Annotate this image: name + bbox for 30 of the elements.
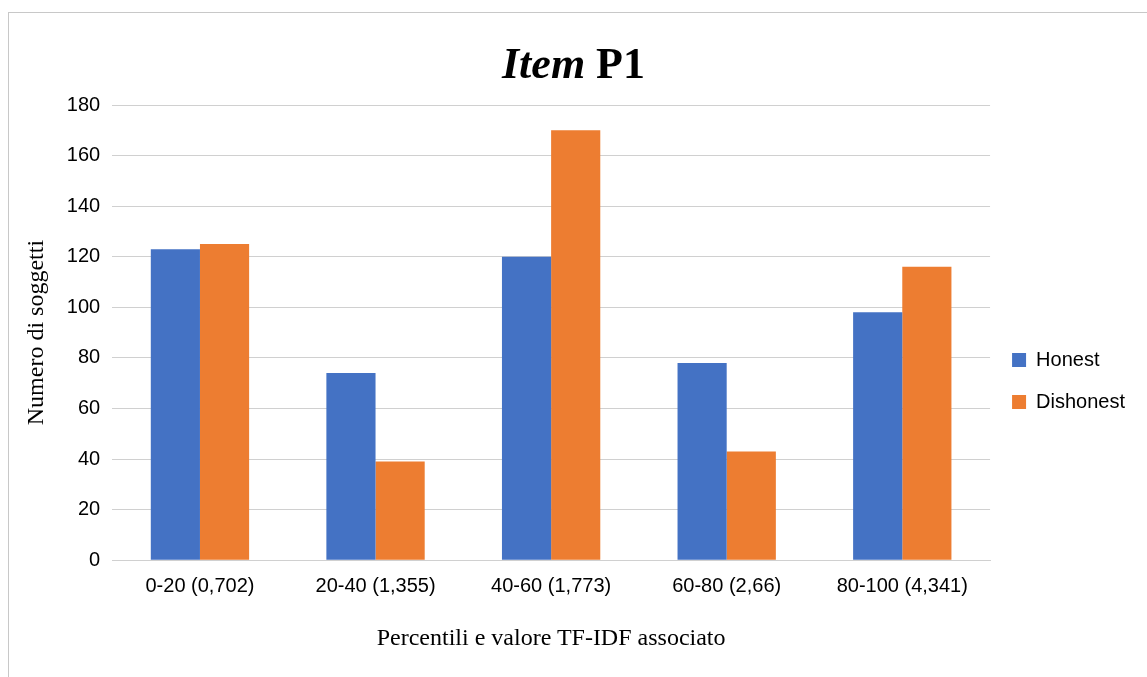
y-tick-label: 160 xyxy=(66,143,101,166)
x-tick-label: 0-20 (0,702) xyxy=(145,573,255,596)
chart-title: Item P1 xyxy=(500,38,646,89)
x-tick-label: 60-80 (2,66) xyxy=(672,573,782,596)
x-axis-title: Percentili e valore TF-IDF associato xyxy=(376,623,726,650)
x-tick-label: 20-40 (1,355) xyxy=(315,573,436,596)
bar xyxy=(902,266,952,560)
bar xyxy=(199,244,250,560)
y-tick-label: 20 xyxy=(77,497,101,520)
legend-label: Honest xyxy=(1036,347,1100,370)
y-tick-label: 0 xyxy=(89,547,101,570)
y-tick-label: 40 xyxy=(77,446,101,469)
y-axis-title: Numero di soggetti xyxy=(21,239,48,426)
bar xyxy=(726,451,776,560)
y-tick-label: 100 xyxy=(66,294,101,317)
y-tick-label: 140 xyxy=(66,193,101,216)
y-tick-label: 60 xyxy=(77,395,101,418)
bar xyxy=(501,256,552,560)
x-tick-label: 40-60 (1,773) xyxy=(491,573,612,596)
x-tick-label: 80-100 (4,341) xyxy=(836,573,968,596)
bar xyxy=(375,461,425,560)
y-tick-label: 120 xyxy=(66,244,101,267)
bar xyxy=(326,373,376,560)
y-tick-label: 80 xyxy=(77,345,101,368)
y-tick-label: 180 xyxy=(66,92,101,115)
bar xyxy=(677,362,727,560)
bar xyxy=(150,249,200,560)
legend-label: Dishonest xyxy=(1036,389,1126,412)
bar xyxy=(853,312,903,560)
bar xyxy=(551,130,601,560)
